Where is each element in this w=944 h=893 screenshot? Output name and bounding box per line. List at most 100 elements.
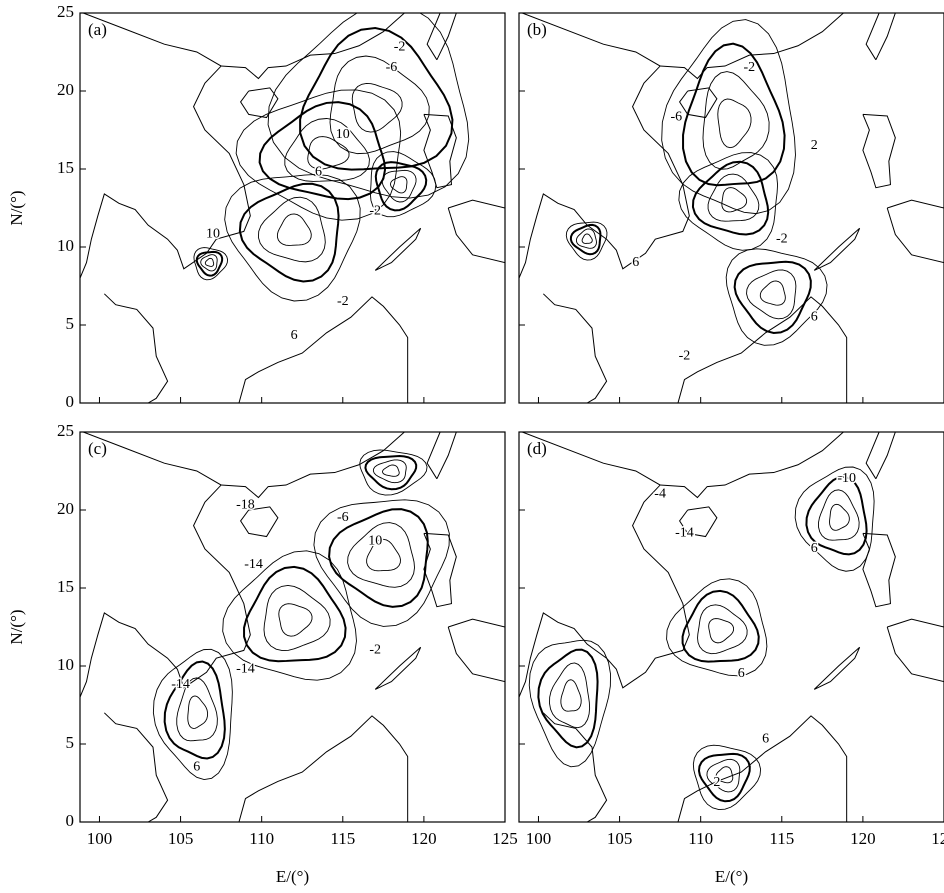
- panel: -2 -6 10 6 -2 10 -2 6 (a) 0 5 10 15 20 25 N/(°): [7, 2, 506, 411]
- coastline: [862, 532, 896, 608]
- panel-frame: [518, 12, 944, 404]
- contour-line: [537, 648, 599, 749]
- coastline: [447, 199, 505, 264]
- contour-label: -18: [236, 498, 255, 513]
- contour-line: [347, 522, 415, 588]
- contour-line: [204, 257, 215, 267]
- contour-label: -2: [369, 203, 381, 218]
- x-tick-label: 120: [411, 829, 437, 848]
- contour-label: 6: [632, 255, 639, 270]
- coastline: [678, 506, 718, 538]
- contour-line: [235, 89, 402, 221]
- coastline: [542, 293, 608, 403]
- contour-label: 6: [291, 328, 298, 343]
- x-tick-label: 115: [769, 829, 794, 848]
- contour-line: [678, 152, 779, 251]
- contour-label: 2: [713, 775, 720, 790]
- contour-line: [258, 101, 387, 201]
- coastline: [239, 506, 279, 538]
- contour-label: 6: [811, 541, 818, 556]
- contour-line: [299, 27, 454, 171]
- x-tick-label: 125: [931, 829, 944, 848]
- contour-label: 6: [762, 732, 769, 747]
- panel-label: (c): [88, 439, 107, 458]
- contour-line: [715, 766, 734, 784]
- contour-line: [163, 660, 226, 760]
- panel: -2 -6 2 -2 6 6 -2 (b): [518, 12, 944, 404]
- contour-line: [276, 213, 312, 246]
- contour-line: [307, 136, 350, 170]
- contour-line: [381, 169, 417, 203]
- contour-line: [697, 604, 748, 655]
- contour-line: [176, 677, 218, 742]
- contour-line: [328, 508, 429, 608]
- x-tick-label: 125: [492, 829, 518, 848]
- contour-label: -2: [337, 294, 349, 309]
- contour-line: [267, 13, 470, 199]
- y-tick-label: 0: [66, 811, 75, 830]
- y-tick-label: 10: [57, 655, 74, 674]
- contour-label: -14: [675, 526, 694, 541]
- contour-label: -10: [837, 471, 856, 486]
- contour-line: [374, 161, 428, 212]
- panel-frame: [79, 431, 506, 823]
- contour-line: [682, 42, 786, 187]
- x-axis-label: E/(°): [715, 867, 748, 886]
- x-tick-label: 105: [607, 829, 633, 848]
- map: [80, 432, 505, 822]
- contour-line: [257, 196, 326, 263]
- contour-label: -14: [236, 661, 255, 676]
- contour-label: -2: [679, 348, 691, 363]
- coastline: [447, 618, 505, 683]
- panel: -4 -10 -14 6 6 2 6 (d) 100 105 110 115 120 125 E/(°): [518, 431, 944, 886]
- contour-line: [666, 578, 768, 677]
- contour-label: -2: [394, 40, 406, 55]
- contour-label: -6: [337, 510, 349, 525]
- contour-label: 6: [738, 666, 745, 681]
- y-axis-label: N/(°): [7, 190, 26, 225]
- coastline: [238, 715, 409, 822]
- contour-line: [706, 758, 741, 793]
- panel: -18-14-610-14-2-146(c)100 105 110 115 120 125…: [7, 421, 518, 886]
- contour-label: -2: [369, 643, 381, 658]
- coastline: [813, 646, 861, 690]
- contour-line: [725, 248, 828, 346]
- coastline: [542, 712, 608, 822]
- y-tick-label: 15: [57, 158, 74, 177]
- contour-line: [733, 260, 812, 334]
- contour-label: 10: [206, 227, 220, 242]
- contour-label: -14: [171, 677, 190, 692]
- contour-label: 10: [368, 533, 382, 548]
- contour-line: [152, 648, 233, 781]
- contour-line: [575, 228, 597, 249]
- contour-label: -6: [386, 60, 398, 75]
- contour-line: [329, 55, 430, 155]
- contour-line: [364, 455, 418, 491]
- y-tick-label: 10: [57, 236, 74, 255]
- contour-line: [313, 499, 450, 627]
- contour-line: [263, 585, 331, 652]
- coastline: [519, 432, 690, 698]
- contour-label: 6: [193, 760, 200, 775]
- contour-label: 6: [315, 164, 322, 179]
- contour-line: [691, 160, 770, 236]
- y-tick-label: 25: [57, 421, 74, 440]
- y-tick-label: 0: [66, 392, 75, 411]
- coastline: [239, 87, 279, 119]
- y-tick-label: 20: [57, 499, 74, 518]
- coastline: [886, 199, 944, 264]
- contour-label: -2: [744, 60, 756, 75]
- coastline: [238, 296, 409, 403]
- contour-line: [569, 223, 602, 256]
- coastline: [678, 87, 718, 119]
- coastline: [677, 296, 848, 403]
- contour-line: [702, 71, 770, 170]
- contour-label: -2: [776, 231, 788, 246]
- contour-line: [681, 589, 760, 663]
- contour-line: [200, 254, 218, 272]
- contour-line: [390, 176, 408, 194]
- contour-line: [366, 538, 401, 572]
- x-tick-label: 115: [330, 829, 355, 848]
- x-tick-label: 110: [688, 829, 713, 848]
- coastline: [862, 113, 896, 189]
